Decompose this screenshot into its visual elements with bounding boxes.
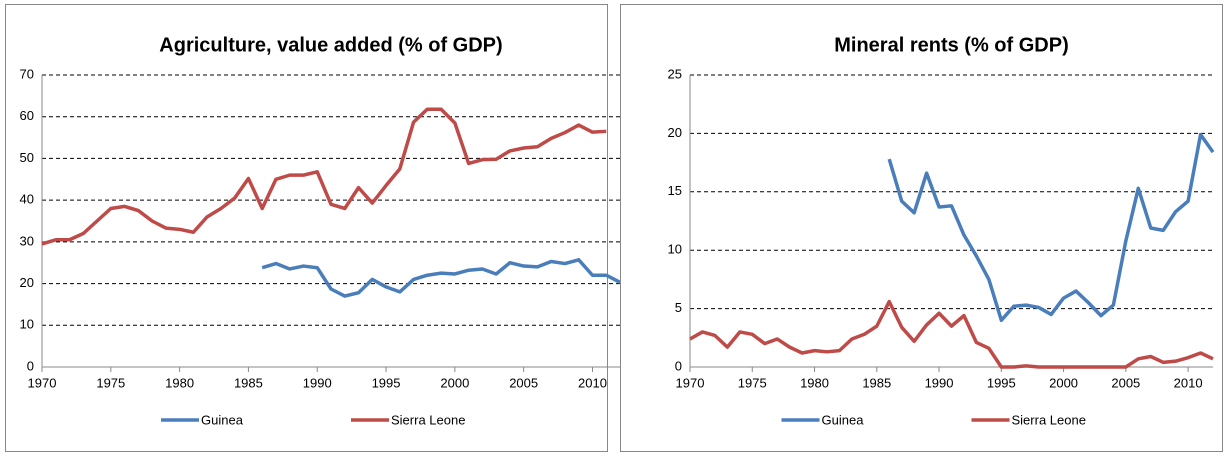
x-tick-label: 2010 (1174, 375, 1203, 390)
chart-panel: Agriculture, value added (% of GDP) 0 10 20… (5, 4, 621, 452)
y-tick-label: 70 (20, 66, 34, 81)
x-tick-label: 2005 (1111, 375, 1140, 390)
y-tick-label: 60 (20, 108, 34, 123)
x-tick-label: 1975 (738, 375, 767, 390)
y-tick-label: 0 (27, 358, 34, 373)
y-tick-label: 10 (20, 317, 34, 332)
x-tick-label: 1975 (96, 375, 125, 390)
x-tick-label: 1995 (987, 375, 1016, 390)
series-line (261, 258, 621, 298)
x-tick-label: 1990 (925, 375, 954, 390)
x-tick-label: 1970 (28, 375, 57, 390)
y-tick-label: 25 (668, 66, 682, 81)
chart-panel: Mineral rents (% of GDP) 0 5 10 15 20 25 1970 19… (620, 4, 1223, 452)
x-tick-label: 1985 (234, 375, 263, 390)
y-tick-label: 20 (668, 125, 682, 140)
chart-title: Agriculture, value added (% of GDP) (159, 34, 502, 56)
x-tick-label: 2010 (578, 375, 607, 390)
legend-label: Guinea (822, 412, 865, 427)
x-tick-label: 2000 (440, 375, 469, 390)
x-tick-label: 1990 (303, 375, 332, 390)
panel-border (5, 4, 608, 452)
x-tick-label: 1980 (800, 375, 829, 390)
panel-border (620, 4, 1223, 452)
series-line (689, 299, 1214, 369)
x-tick-label: 1970 (676, 375, 705, 390)
chart-title: Mineral rents (% of GDP) (834, 34, 1068, 56)
y-tick-label: 20 (20, 275, 34, 290)
legend-label: Sierra Leone (1012, 412, 1086, 427)
legend-label: Guinea (201, 412, 244, 427)
y-tick-label: 50 (20, 150, 34, 165)
y-tick-label: 0 (675, 358, 682, 373)
y-tick-label: 15 (668, 183, 682, 198)
y-tick-label: 40 (20, 192, 34, 207)
x-tick-label: 2005 (509, 375, 538, 390)
x-tick-label: 1985 (862, 375, 891, 390)
y-tick-label: 30 (20, 233, 34, 248)
x-tick-label: 1980 (165, 375, 194, 390)
series-line (41, 107, 607, 246)
x-tick-label: 2000 (1049, 375, 1078, 390)
legend-label: Sierra Leone (391, 412, 465, 427)
y-tick-label: 5 (675, 300, 682, 315)
x-tick-label: 1995 (372, 375, 401, 390)
series-line (887, 132, 1215, 323)
y-tick-label: 10 (668, 242, 682, 257)
